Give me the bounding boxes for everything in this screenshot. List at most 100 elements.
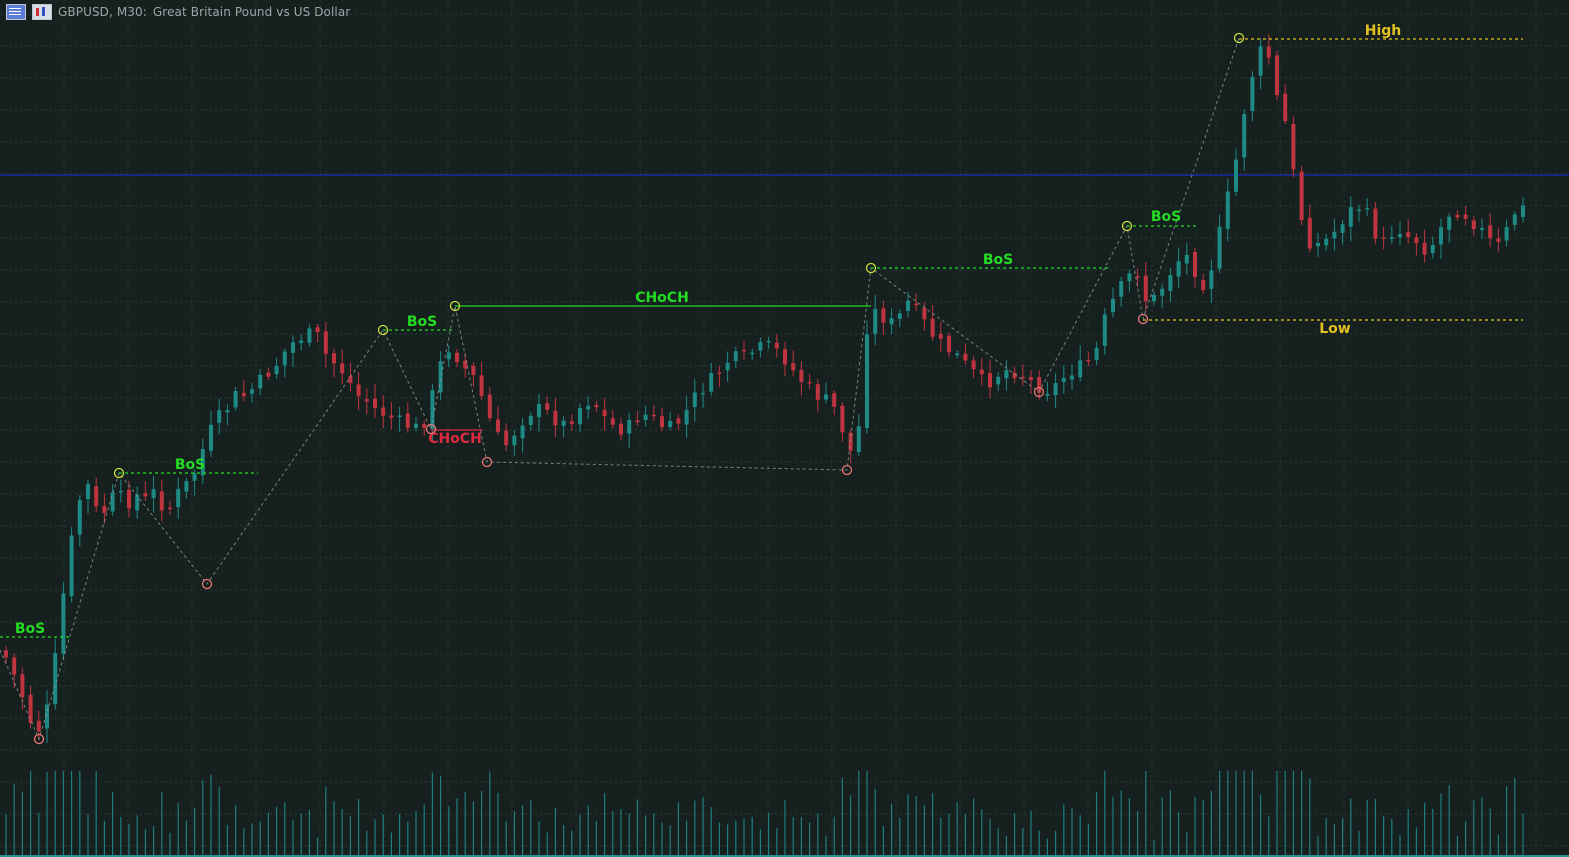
candle [1521, 197, 1525, 223]
candle-body [832, 393, 837, 407]
candle-body [1242, 114, 1247, 158]
candle-body [1480, 228, 1484, 230]
candle-body [586, 405, 591, 410]
candle [430, 384, 435, 441]
candle [1193, 247, 1197, 288]
candle [1357, 204, 1361, 222]
candle [356, 371, 361, 411]
candle-body [463, 360, 468, 369]
candle [889, 308, 894, 335]
candle [1225, 178, 1230, 242]
candle [479, 361, 484, 401]
bos-label: BoS [407, 314, 437, 330]
candle [545, 396, 550, 415]
candle [1299, 165, 1304, 225]
candle [963, 343, 968, 366]
candle-body [701, 392, 705, 395]
candle [1463, 205, 1468, 226]
candle-body [217, 410, 222, 423]
candle-body [299, 340, 304, 344]
grid-icon[interactable] [6, 4, 26, 20]
candle [627, 412, 632, 449]
candle-body [397, 415, 402, 418]
candle-body [1381, 237, 1386, 239]
candle-body [561, 420, 566, 426]
candle-body [897, 313, 902, 319]
candle [1061, 365, 1066, 394]
choch-label: CHoCH [428, 431, 482, 447]
candle-body [774, 342, 779, 349]
candle [1029, 370, 1033, 395]
candle [1373, 202, 1378, 244]
candle [1135, 268, 1140, 287]
low-level-label: Low [1319, 321, 1351, 337]
candle [660, 407, 664, 432]
candle-body [1275, 55, 1279, 96]
candle-body [1012, 372, 1017, 379]
candle [610, 410, 615, 429]
candle [373, 384, 377, 418]
candle [496, 406, 500, 436]
candle-body [110, 492, 115, 512]
chart-icon[interactable] [32, 4, 52, 20]
candle-body [36, 720, 41, 732]
candle [586, 396, 591, 419]
candle-body [209, 424, 213, 451]
candle [250, 382, 254, 403]
candle-body [684, 410, 689, 425]
candle-body [692, 392, 697, 408]
candle [971, 356, 976, 379]
candle-body [955, 353, 960, 356]
candle [561, 416, 566, 438]
candle [619, 417, 623, 441]
candle [282, 348, 287, 378]
swing-high-marker [1233, 32, 1245, 44]
candle [102, 493, 107, 524]
candle-body [1053, 383, 1058, 396]
candle [815, 378, 820, 412]
candle-body [1152, 294, 1156, 302]
candle [848, 429, 853, 464]
candle-body [192, 473, 197, 481]
candle [1004, 360, 1009, 391]
candle [1414, 233, 1419, 256]
candle [676, 414, 681, 431]
candle-body [1209, 270, 1214, 289]
candle-body [225, 410, 230, 413]
candle-body [291, 342, 295, 353]
candle-body [963, 353, 968, 361]
chart-title-bar: GBPUSD, M30: Great Britain Pound vs US D… [6, 3, 350, 21]
volume-histogram [0, 771, 1569, 857]
candle [520, 417, 525, 453]
candle [758, 337, 763, 358]
candle [701, 383, 705, 408]
candle [184, 478, 189, 499]
candle-body [651, 414, 656, 417]
candle [569, 414, 574, 431]
candle-body [282, 351, 287, 366]
candle-body [241, 392, 246, 397]
candle [94, 477, 99, 513]
candle [1512, 210, 1517, 231]
candle [1119, 277, 1124, 307]
candle-body [537, 404, 541, 418]
candle-body [1521, 205, 1525, 218]
candle [1102, 308, 1107, 355]
candle-body [1168, 275, 1173, 291]
candle [1316, 232, 1320, 257]
candle-body [610, 418, 615, 425]
candle-body [1512, 214, 1517, 225]
candle [1250, 71, 1255, 122]
candle-body [1398, 233, 1402, 238]
candle [1348, 196, 1353, 242]
candle-body [1258, 46, 1263, 76]
candle [1184, 243, 1189, 275]
candle-body [348, 376, 353, 384]
candle-body [340, 363, 345, 374]
candle-body [1365, 208, 1370, 210]
candle [241, 379, 246, 402]
candle [1283, 83, 1288, 125]
